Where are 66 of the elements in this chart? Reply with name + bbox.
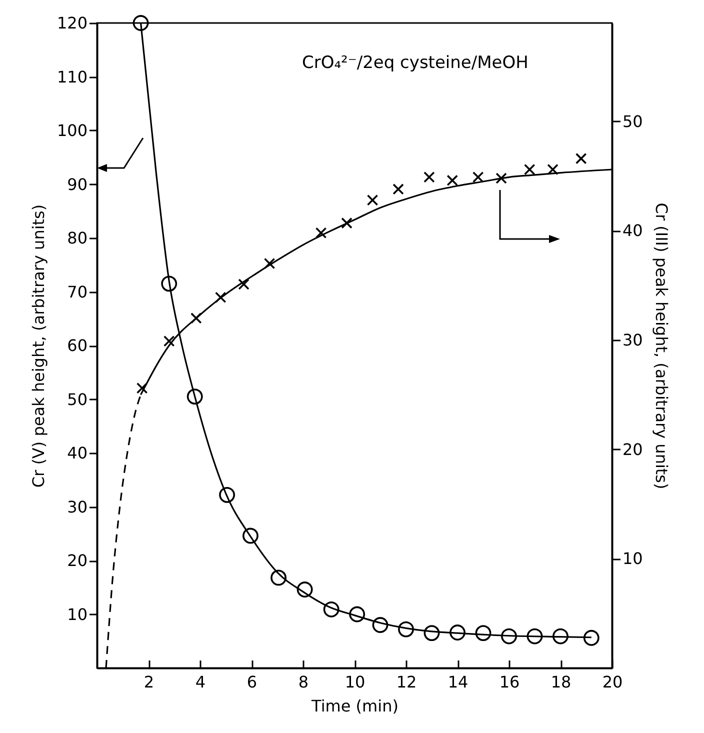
point bbox=[446, 174, 458, 186]
point bbox=[296, 582, 313, 598]
x-tick-label: 14 bbox=[448, 672, 468, 692]
point bbox=[424, 625, 440, 642]
point bbox=[424, 172, 435, 183]
y2-tick-label: 40 bbox=[622, 221, 643, 240]
point bbox=[547, 164, 558, 176]
point bbox=[472, 172, 484, 183]
point bbox=[132, 15, 149, 31]
y-tick-label: 110 bbox=[56, 67, 88, 86]
y-tick-label: 120 bbox=[56, 14, 88, 32]
x-tick-label: 6 bbox=[246, 672, 258, 692]
point bbox=[372, 617, 388, 633]
y2-tick-label: 30 bbox=[622, 330, 643, 350]
point bbox=[270, 570, 287, 586]
point bbox=[450, 624, 466, 640]
point bbox=[475, 625, 492, 642]
point bbox=[242, 528, 258, 544]
y2-axis-title: Cr (III) peak height, (arbitrary units) bbox=[652, 202, 671, 490]
x-axis-title: Time (min) bbox=[310, 696, 398, 716]
y-axis-title: Cr (V) peak height, (arbitrary units) bbox=[28, 204, 48, 488]
point bbox=[526, 628, 543, 644]
y-tick-label: 30 bbox=[67, 497, 88, 516]
y-tick-label: 100 bbox=[56, 121, 88, 140]
y-tick-label: 50 bbox=[67, 390, 88, 409]
text: CrO₄²⁻/2eq cysteine/MeOH bbox=[302, 53, 528, 73]
y-tick-label: 60 bbox=[67, 336, 88, 355]
point bbox=[496, 172, 507, 184]
point bbox=[214, 292, 226, 304]
x-tick-label: 18 bbox=[550, 672, 572, 692]
point bbox=[238, 278, 250, 290]
point bbox=[575, 152, 587, 164]
y-tick-label: 10 bbox=[67, 604, 88, 624]
point bbox=[315, 227, 327, 239]
x-tick-label: 10 bbox=[344, 672, 366, 692]
point bbox=[163, 335, 175, 347]
x-tick-label: 12 bbox=[396, 672, 417, 692]
y-tick-label: 80 bbox=[67, 228, 88, 248]
y2-tick-label: 10 bbox=[622, 549, 643, 568]
y2-tick-label: 50 bbox=[622, 112, 643, 131]
point bbox=[323, 601, 340, 618]
point bbox=[583, 630, 600, 646]
point bbox=[552, 628, 568, 644]
point bbox=[392, 184, 404, 195]
point bbox=[161, 276, 178, 292]
point bbox=[264, 258, 276, 270]
y-tick-label: 70 bbox=[67, 282, 88, 302]
point bbox=[398, 621, 414, 638]
x-tick-label: 16 bbox=[499, 672, 520, 692]
point bbox=[366, 194, 378, 206]
point bbox=[219, 486, 236, 503]
y-tick-label: 20 bbox=[67, 551, 88, 570]
point bbox=[341, 217, 352, 229]
point bbox=[190, 312, 202, 324]
y2-tick-label: 20 bbox=[622, 440, 643, 459]
point bbox=[524, 164, 536, 176]
x-tick-label: 20 bbox=[602, 672, 623, 692]
point bbox=[349, 606, 366, 622]
y-tick-label: 90 bbox=[67, 174, 88, 194]
x-tick-label: 8 bbox=[298, 672, 309, 692]
point bbox=[501, 628, 517, 644]
point bbox=[136, 382, 148, 394]
x-tick-label: 4 bbox=[195, 672, 206, 692]
point bbox=[186, 388, 203, 405]
y-tick-label: 40 bbox=[67, 444, 88, 462]
x-tick-label: 2 bbox=[144, 672, 154, 692]
